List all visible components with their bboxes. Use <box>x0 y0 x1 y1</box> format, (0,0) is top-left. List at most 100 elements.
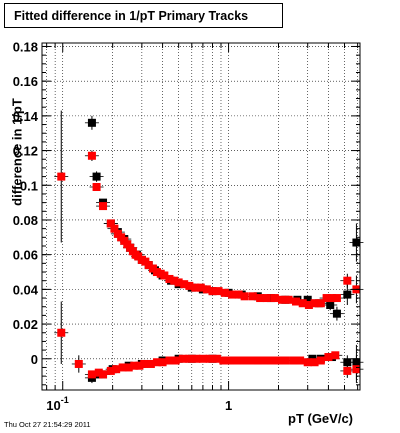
x-tick-label: 10 <box>46 398 60 413</box>
data-marker <box>212 354 221 363</box>
data-marker <box>234 290 243 299</box>
data-marker <box>178 354 187 363</box>
data-marker <box>152 358 161 367</box>
data-marker <box>202 285 211 294</box>
data-marker <box>130 361 139 370</box>
data-marker <box>74 359 83 368</box>
data-marker <box>185 281 194 290</box>
data-marker <box>118 363 127 372</box>
data-marker <box>248 292 257 301</box>
data-marker <box>296 356 305 365</box>
y-tick-label: 0.18 <box>13 39 38 54</box>
data-marker <box>208 287 217 296</box>
y-tick-label: 0 <box>31 352 38 367</box>
tick-labels: 0 0.02 0.04 0.06 0.08 0.1 0.12 0.14 0.16 0.18 10 -1… <box>13 39 233 413</box>
data-marker <box>256 294 265 303</box>
data-marker <box>316 299 325 308</box>
data-marker <box>92 183 101 192</box>
data-marker <box>174 278 183 287</box>
data-marker <box>352 365 361 374</box>
data-marker <box>87 370 96 379</box>
data-marker <box>332 309 341 318</box>
data-marker <box>310 358 319 367</box>
data-marker <box>170 276 179 285</box>
y-tick-label: 0.04 <box>13 282 39 297</box>
data-marker <box>87 118 96 127</box>
data-marker <box>214 287 223 296</box>
data-marker <box>171 356 180 365</box>
data-marker <box>94 368 103 377</box>
data-marker <box>232 356 241 365</box>
data-marker <box>260 356 269 365</box>
data-marker <box>180 280 189 289</box>
data-marker <box>292 297 301 306</box>
data-marker <box>303 295 312 304</box>
data-marker <box>253 356 262 365</box>
data-marker <box>274 356 283 365</box>
grid-lines <box>42 43 360 390</box>
y-tick-label: 0.06 <box>13 248 38 263</box>
y-tick-label: 0.12 <box>13 144 38 159</box>
y-tick-label: 0.1 <box>20 178 38 193</box>
data-marker <box>146 359 155 368</box>
data-marker <box>278 295 287 304</box>
data-marker <box>303 358 312 367</box>
data-marker <box>135 361 144 370</box>
data-marker <box>124 363 133 372</box>
data-marker <box>191 283 200 292</box>
data-marker <box>148 264 157 273</box>
data-marker <box>352 358 361 367</box>
data-marker <box>316 356 325 365</box>
data-marker <box>246 356 255 365</box>
x-tick-label: 1 <box>225 398 232 413</box>
y-tick-label: 0.08 <box>13 213 38 228</box>
data-marker <box>140 359 149 368</box>
data-marker <box>327 294 336 303</box>
x-axis-label: pT (GeV/c) <box>288 411 354 426</box>
data-marker <box>343 366 352 375</box>
data-marker <box>106 366 115 375</box>
data-marker <box>160 271 169 280</box>
y-axis-label: difference in 1/pT <box>9 98 25 206</box>
data-marker <box>205 354 214 363</box>
data-marker <box>343 276 352 285</box>
data-marker <box>352 238 361 247</box>
data-marker <box>192 354 201 363</box>
data-marker <box>165 356 174 365</box>
data-marker <box>99 370 108 379</box>
data-marker <box>332 294 341 303</box>
data-marker <box>343 358 352 367</box>
data-marker <box>281 356 290 365</box>
data-marker <box>57 172 66 181</box>
data-marker <box>87 151 96 160</box>
data-marker <box>289 356 298 365</box>
data-marker <box>57 328 66 337</box>
data-marker <box>99 202 108 211</box>
data-points <box>57 118 361 382</box>
data-marker <box>304 300 313 309</box>
data-marker <box>106 219 115 228</box>
data-marker <box>165 274 174 283</box>
data-marker <box>310 299 319 308</box>
data-marker <box>198 354 207 363</box>
data-marker <box>266 356 275 365</box>
data-marker <box>262 294 271 303</box>
y-tick-label: 0.16 <box>13 74 38 89</box>
data-marker <box>322 294 331 303</box>
y-tick-label: 0.14 <box>13 109 39 124</box>
data-marker <box>240 292 249 301</box>
data-marker <box>226 356 235 365</box>
data-marker <box>92 172 101 181</box>
data-marker <box>343 290 352 299</box>
error-bars <box>54 110 364 384</box>
data-marker <box>144 261 153 270</box>
data-marker <box>228 290 237 299</box>
data-marker <box>298 299 307 308</box>
data-marker <box>185 354 194 363</box>
data-marker <box>284 295 293 304</box>
axis-ticks <box>42 43 360 390</box>
chart-title-box: Fitted difference in 1/pT Primary Tracks <box>4 3 283 28</box>
data-marker <box>110 224 119 233</box>
data-marker <box>220 288 229 297</box>
